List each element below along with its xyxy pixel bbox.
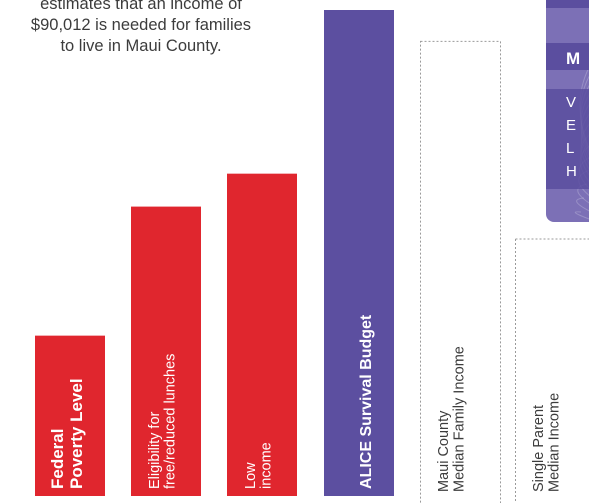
intro-line: $90,012 is needed for families: [30, 16, 252, 34]
bar: [420, 40, 501, 503]
inset-band: [546, 0, 589, 8]
bar-label: ALICE Survival Budget: [358, 314, 375, 489]
intro-text: estimates that an income of $90,012 is n…: [0, 0, 282, 57]
bar-label: income: [259, 442, 275, 489]
bar-label: Median Income: [547, 393, 563, 492]
bar-label: Poverty Level: [67, 378, 86, 489]
inset-letter: E: [566, 117, 576, 134]
bar-label: Maui County: [436, 410, 452, 492]
inset-band: [546, 43, 589, 70]
bar: [227, 173, 297, 497]
bar-label: Federal: [48, 429, 67, 489]
bar: [131, 206, 201, 497]
bar-label: Low: [243, 462, 259, 489]
bar: [35, 335, 105, 496]
bar: [515, 238, 589, 503]
inset-band: [546, 89, 589, 189]
intro-line: estimates that an income of: [40, 0, 242, 13]
inset-letter: M: [566, 49, 580, 68]
inset-texture-line: [574, 211, 589, 220]
bar-label: Eligibility for: [147, 411, 163, 489]
bar-label: Single Parent: [531, 405, 547, 492]
bars-layer: Federal Poverty Level Eligibility for free/…: [35, 10, 589, 503]
bar-label: Median Family Income: [452, 346, 468, 492]
inset-letter: L: [566, 140, 574, 157]
bar: [324, 10, 394, 496]
intro-line: to live in Maui County.: [60, 37, 222, 55]
inset-texture-line: [576, 197, 589, 212]
inset-letter: H: [566, 163, 577, 180]
inset-letter: V: [566, 94, 576, 111]
bar-label: free/reduced lunches: [163, 354, 179, 489]
